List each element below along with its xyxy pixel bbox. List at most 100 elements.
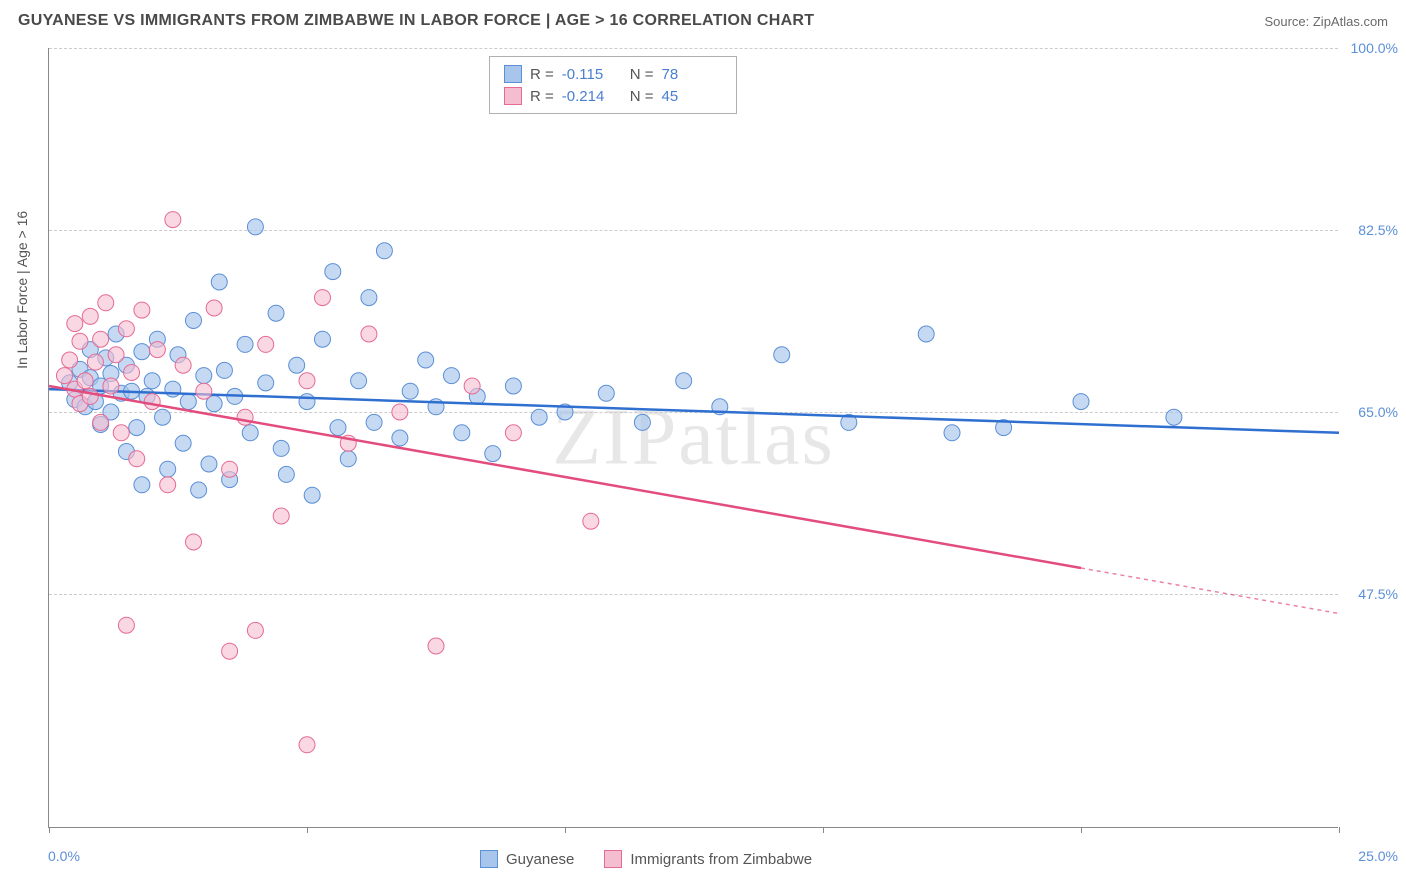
- data-point-zimbabwe: [206, 300, 222, 316]
- data-point-guyanese: [304, 487, 320, 503]
- x-tick: [307, 827, 308, 833]
- data-point-zimbabwe: [428, 638, 444, 654]
- data-point-guyanese: [392, 430, 408, 446]
- data-point-zimbabwe: [247, 622, 263, 638]
- data-point-guyanese: [918, 326, 934, 342]
- swatch-zimbabwe: [504, 87, 522, 105]
- data-point-zimbabwe: [144, 394, 160, 410]
- data-point-zimbabwe: [62, 352, 78, 368]
- data-point-zimbabwe: [149, 342, 165, 358]
- data-point-guyanese: [330, 420, 346, 436]
- y-tick-label: 82.5%: [1358, 222, 1398, 238]
- data-point-zimbabwe: [113, 425, 129, 441]
- data-point-zimbabwe: [77, 373, 93, 389]
- data-point-guyanese: [216, 362, 232, 378]
- data-point-zimbabwe: [87, 354, 103, 370]
- swatch-guyanese: [504, 65, 522, 83]
- data-point-zimbabwe: [505, 425, 521, 441]
- data-point-zimbabwe: [222, 643, 238, 659]
- r-value-zimbabwe: -0.214: [562, 88, 622, 105]
- legend: Guyanese Immigrants from Zimbabwe: [480, 850, 812, 868]
- data-point-guyanese: [299, 394, 315, 410]
- data-point-guyanese: [531, 409, 547, 425]
- data-point-guyanese: [361, 290, 377, 306]
- data-point-guyanese: [634, 414, 650, 430]
- correlation-stats-box: R = -0.115 N = 78 R = -0.214 N = 45: [489, 56, 737, 114]
- data-point-guyanese: [454, 425, 470, 441]
- data-point-zimbabwe: [103, 378, 119, 394]
- legend-item-guyanese: Guyanese: [480, 850, 574, 868]
- data-point-zimbabwe: [56, 368, 72, 384]
- data-point-guyanese: [129, 420, 145, 436]
- data-point-guyanese: [325, 264, 341, 280]
- data-point-guyanese: [237, 336, 253, 352]
- data-point-zimbabwe: [273, 508, 289, 524]
- data-point-guyanese: [134, 344, 150, 360]
- x-tick: [823, 827, 824, 833]
- regression-extrapolation-zimbabwe: [1081, 568, 1339, 614]
- data-point-guyanese: [180, 394, 196, 410]
- data-point-guyanese: [774, 347, 790, 363]
- scatter-plot-svg: [49, 48, 1338, 827]
- x-tick: [565, 827, 566, 833]
- data-point-guyanese: [196, 368, 212, 384]
- data-point-zimbabwe: [392, 404, 408, 420]
- data-point-zimbabwe: [72, 333, 88, 349]
- data-point-zimbabwe: [82, 308, 98, 324]
- y-tick-label: 100.0%: [1351, 40, 1398, 56]
- data-point-guyanese: [191, 482, 207, 498]
- data-point-guyanese: [1166, 409, 1182, 425]
- data-point-zimbabwe: [134, 302, 150, 318]
- data-point-guyanese: [402, 383, 418, 399]
- data-point-guyanese: [242, 425, 258, 441]
- data-point-zimbabwe: [196, 383, 212, 399]
- data-point-zimbabwe: [175, 357, 191, 373]
- data-point-guyanese: [211, 274, 227, 290]
- data-point-guyanese: [201, 456, 217, 472]
- data-point-zimbabwe: [118, 321, 134, 337]
- data-point-guyanese: [418, 352, 434, 368]
- data-point-zimbabwe: [185, 534, 201, 550]
- data-point-guyanese: [676, 373, 692, 389]
- x-tick: [49, 827, 50, 833]
- source-attribution: Source: ZipAtlas.com: [1264, 14, 1388, 29]
- data-point-guyanese: [598, 385, 614, 401]
- x-max-label: 25.0%: [1358, 848, 1398, 864]
- data-point-zimbabwe: [299, 373, 315, 389]
- data-point-guyanese: [366, 414, 382, 430]
- data-point-zimbabwe: [165, 212, 181, 228]
- stats-row-guyanese: R = -0.115 N = 78: [504, 63, 722, 85]
- data-point-guyanese: [155, 409, 171, 425]
- n-value-guyanese: 78: [662, 66, 722, 83]
- data-point-guyanese: [258, 375, 274, 391]
- data-point-zimbabwe: [118, 617, 134, 633]
- n-label: N =: [630, 66, 654, 83]
- data-point-guyanese: [314, 331, 330, 347]
- data-point-zimbabwe: [93, 331, 109, 347]
- data-point-guyanese: [340, 451, 356, 467]
- legend-swatch-guyanese: [480, 850, 498, 868]
- data-point-guyanese: [376, 243, 392, 259]
- data-point-guyanese: [944, 425, 960, 441]
- data-point-zimbabwe: [160, 477, 176, 493]
- data-point-zimbabwe: [108, 347, 124, 363]
- data-point-zimbabwe: [93, 414, 109, 430]
- data-point-zimbabwe: [124, 364, 140, 380]
- y-tick-label: 47.5%: [1358, 586, 1398, 602]
- data-point-zimbabwe: [258, 336, 274, 352]
- y-tick-label: 65.0%: [1358, 404, 1398, 420]
- legend-label-zimbabwe: Immigrants from Zimbabwe: [630, 851, 812, 868]
- data-point-guyanese: [134, 477, 150, 493]
- data-point-guyanese: [278, 466, 294, 482]
- n-value-zimbabwe: 45: [662, 88, 722, 105]
- legend-item-zimbabwe: Immigrants from Zimbabwe: [604, 850, 812, 868]
- chart-plot-area: ZIPatlas 47.5%65.0%82.5%100.0% R = -0.11…: [48, 48, 1338, 828]
- r-label: R =: [530, 88, 554, 105]
- data-point-guyanese: [289, 357, 305, 373]
- n-label: N =: [630, 88, 654, 105]
- data-point-zimbabwe: [361, 326, 377, 342]
- data-point-guyanese: [268, 305, 284, 321]
- data-point-zimbabwe: [222, 461, 238, 477]
- data-point-guyanese: [443, 368, 459, 384]
- data-point-zimbabwe: [67, 316, 83, 332]
